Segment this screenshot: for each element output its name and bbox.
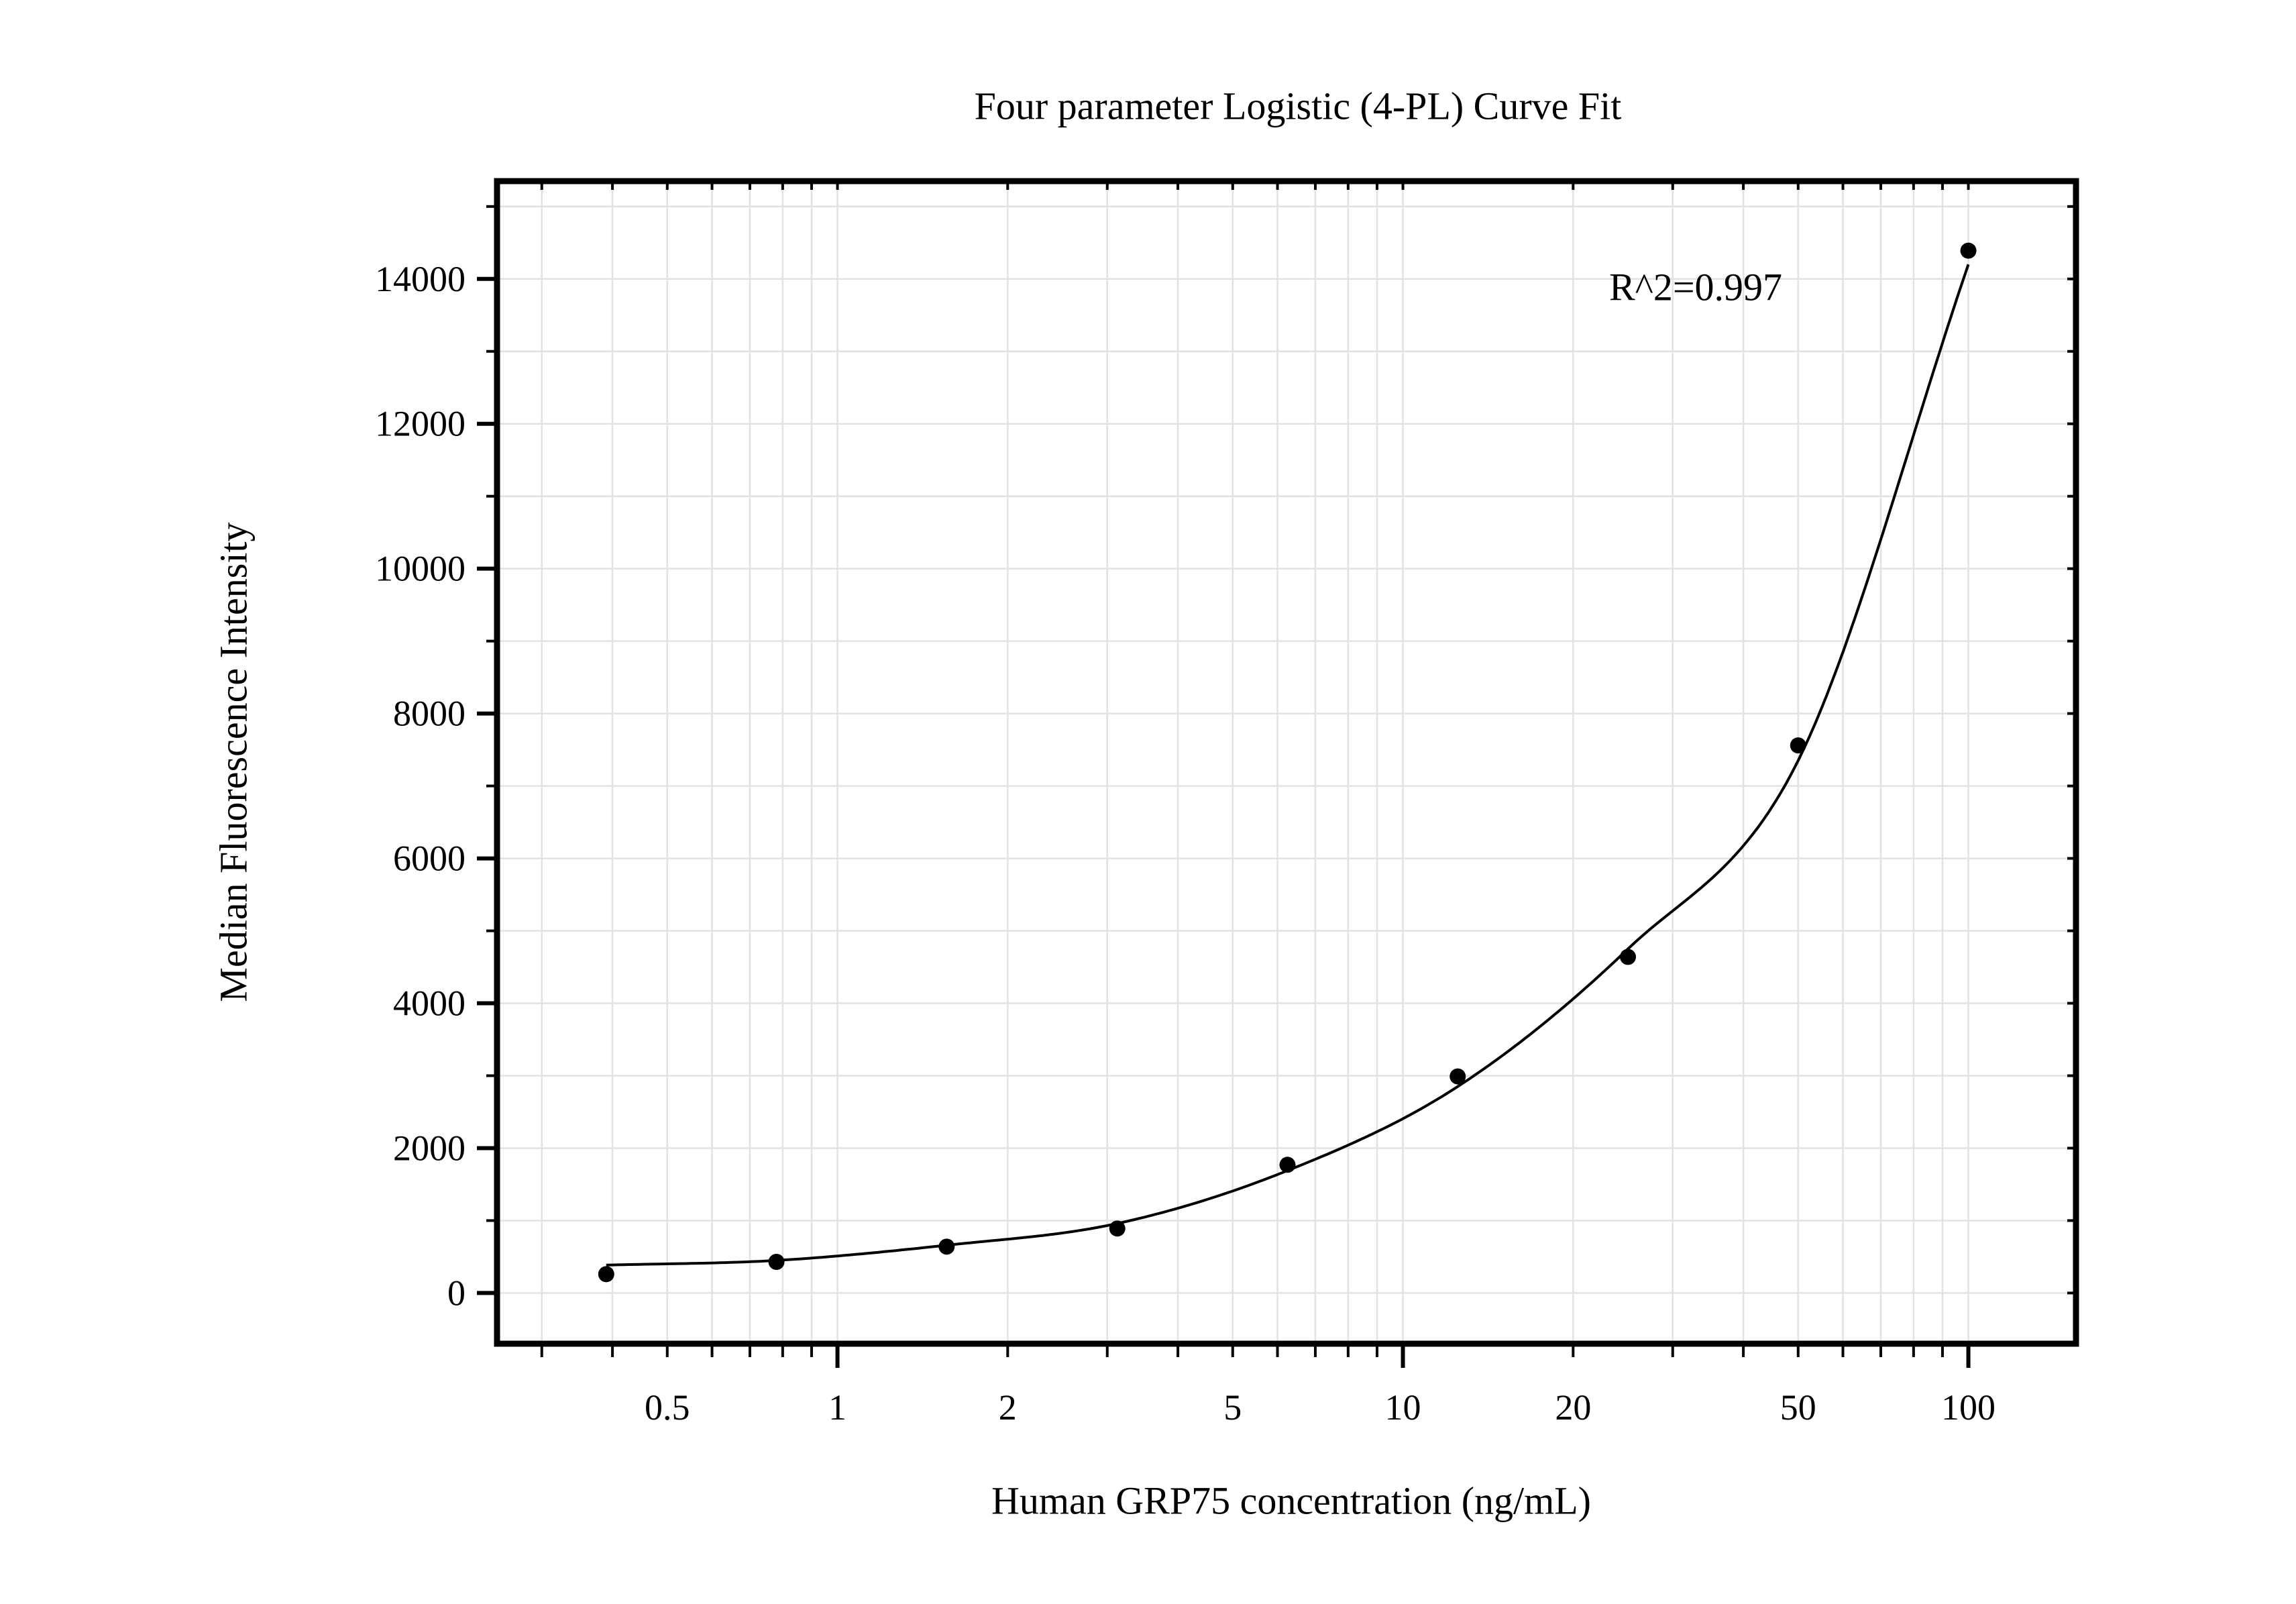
data-point — [598, 1266, 614, 1283]
y-tick-label: 8000 — [393, 694, 466, 734]
data-point — [1109, 1220, 1126, 1237]
y-tick-labels: 0 2000 4000 6000 8000 10000 12000 14000 — [375, 259, 466, 1314]
r-squared-annotation: R^2=0.997 — [1608, 265, 1783, 309]
fit-curve — [606, 264, 1970, 1267]
x-tick-label: 2 — [999, 1387, 1017, 1428]
x-tick-label: 1 — [828, 1387, 846, 1428]
x-tick-label: 5 — [1223, 1387, 1242, 1428]
data-point — [1620, 949, 1637, 965]
y-tick-label: 6000 — [393, 839, 466, 879]
gridlines — [497, 181, 2076, 1344]
x-tick-label: 50 — [1780, 1387, 1816, 1428]
data-point — [1279, 1157, 1296, 1173]
y-tick-label: 12000 — [375, 404, 466, 444]
axis-ticks — [477, 181, 2076, 1368]
y-tick-label: 0 — [447, 1273, 466, 1313]
data-point — [938, 1238, 955, 1255]
data-point — [1960, 242, 1977, 259]
data-point — [1450, 1068, 1466, 1085]
data-points — [598, 242, 1977, 1283]
data-point — [768, 1253, 785, 1270]
y-tick-label: 2000 — [393, 1128, 466, 1168]
x-tick-label: 10 — [1385, 1387, 1421, 1428]
plot-frame — [494, 178, 2079, 1347]
data-point — [1790, 737, 1806, 754]
y-tick-label: 14000 — [375, 259, 466, 299]
x-tick-labels: 0.5 1 2 5 10 20 50 100 — [645, 1387, 1996, 1428]
x-axis-title: Human GRP75 concentration (ng/mL) — [991, 1479, 1591, 1523]
x-tick-label: 0.5 — [645, 1387, 690, 1428]
y-tick-label: 4000 — [393, 983, 466, 1024]
x-tick-label: 100 — [1941, 1387, 1996, 1428]
x-tick-label: 20 — [1555, 1387, 1591, 1428]
chart-title: Four parameter Logistic (4-PL) Curve Fit — [974, 84, 1622, 128]
y-axis-title: Median Fluorescence Intensity — [211, 522, 256, 1002]
y-tick-label: 10000 — [375, 549, 466, 589]
